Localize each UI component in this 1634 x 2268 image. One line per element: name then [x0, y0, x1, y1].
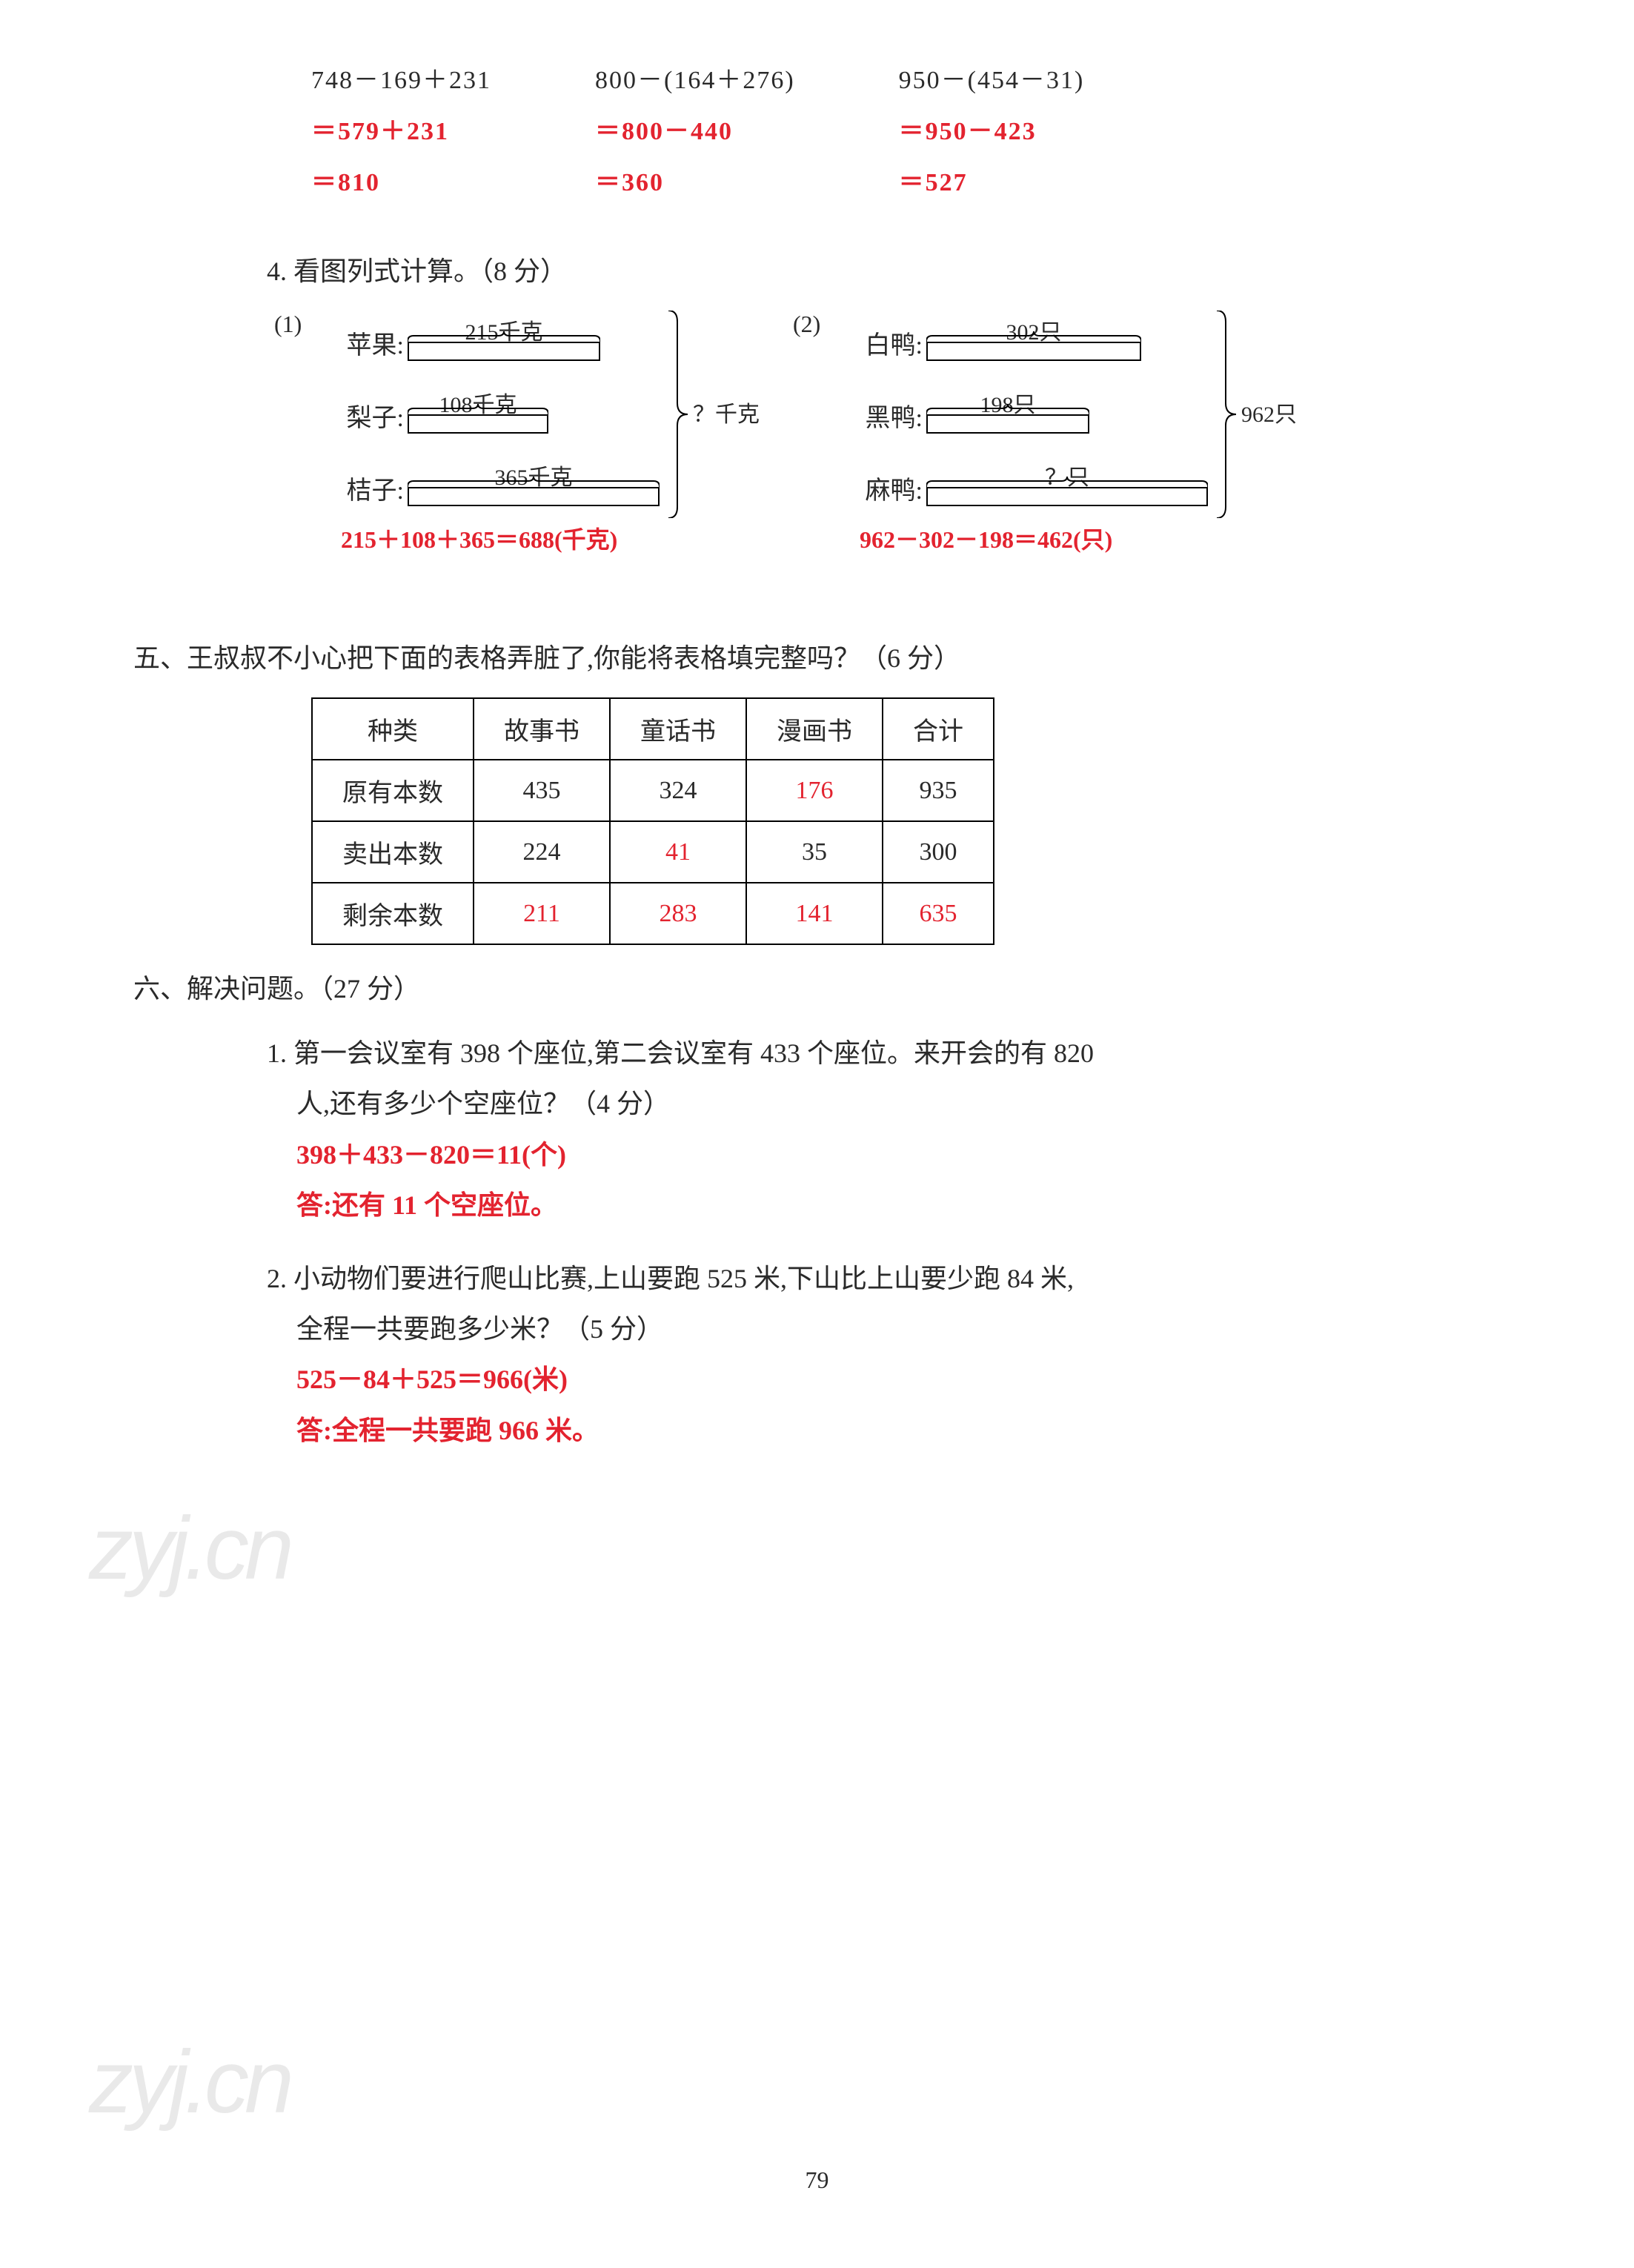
- section6-title: 六、解决问题。（27 分）: [133, 967, 1501, 1006]
- problem-answer: 答:还有 11 个空座位。: [267, 1180, 1501, 1230]
- table-cell: 141: [746, 883, 883, 944]
- tape-bar: [926, 342, 1141, 361]
- q4-title: 4. 看图列式计算。（8 分）: [267, 250, 1501, 288]
- tape-bar: [408, 414, 548, 434]
- table-row-label: 卖出本数: [312, 821, 474, 883]
- problem-calc: 525－84＋525＝966(米): [267, 1354, 1501, 1405]
- problem-number: 1.: [267, 1038, 287, 1068]
- calc-step: ＝800－440: [595, 110, 795, 147]
- bracket-label: 962只: [1241, 396, 1297, 428]
- table-row: 原有本数 435 324 176 935: [312, 760, 994, 821]
- calc-section: 748－169＋231 ＝579＋231 ＝810 800－(164＋276) …: [133, 59, 1501, 198]
- table-header: 种类: [312, 698, 474, 760]
- diagram-2: (2) 白鸭: 302只 黑鸭: 198只 麻鸭:: [837, 303, 1326, 555]
- problem-text-b: 人,还有多少个空座位？（4 分）: [267, 1078, 1501, 1129]
- tape-wrap: 215千克: [408, 342, 600, 361]
- calc-step: ＝579＋231: [311, 110, 491, 147]
- tape-wrap: 302只: [926, 342, 1141, 361]
- table-cell: 176: [746, 760, 883, 821]
- problem-text-a: 小动物们要进行爬山比赛,上山要跑 525 米,下山比上山要少跑 84 米,: [293, 1264, 1074, 1293]
- table-cell: 283: [610, 883, 746, 944]
- tape-bar: [926, 487, 1208, 506]
- tape-bar: [408, 487, 660, 506]
- tape-wrap: 198只: [926, 414, 1089, 434]
- table-row: 剩余本数 211 283 141 635: [312, 883, 994, 944]
- tape-wrap: ？只: [926, 487, 1208, 506]
- calc-row-line1: 748－169＋231 ＝579＋231 ＝810 800－(164＋276) …: [311, 59, 1501, 198]
- calc-group-1: 748－169＋231 ＝579＋231 ＝810: [311, 59, 491, 198]
- table-row-label: 原有本数: [312, 760, 474, 821]
- calc-expr: 800－(164＋276): [595, 59, 795, 96]
- tape-label: 梨子:: [319, 397, 408, 434]
- table-header-row: 种类 故事书 童话书 漫画书 合计: [312, 698, 994, 760]
- calc-expr: 950－(454－31): [899, 59, 1085, 96]
- table-header: 故事书: [474, 698, 610, 760]
- diagram-number: (1): [274, 311, 302, 338]
- table-cell: 300: [883, 821, 994, 883]
- calc-result: ＝527: [899, 162, 1085, 198]
- book-table: 种类 故事书 童话书 漫画书 合计 原有本数 435 324 176 935 卖…: [311, 697, 994, 945]
- calc-group-2: 800－(164＋276) ＝800－440 ＝360: [595, 59, 795, 198]
- calc-group-3: 950－(454－31) ＝950－423 ＝527: [899, 59, 1085, 198]
- calc-step: ＝950－423: [899, 110, 1085, 147]
- problem-answer: 答:全程一共要跑 966 米。: [267, 1405, 1501, 1456]
- tape-row: 桔子: 365千克: [319, 448, 778, 506]
- diagram-answer: 215＋108＋365＝688(千克): [341, 521, 778, 555]
- table-cell: 211: [474, 883, 610, 944]
- diagram-answer: 962－302－198＝462(只): [860, 521, 1326, 555]
- table-cell: 35: [746, 821, 883, 883]
- problem-text-b: 全程一共要跑多少米？（5 分）: [267, 1304, 1501, 1354]
- problem-line: 1. 第一会议室有 398 个座位,第二会议室有 433 个座位。来开会的有 8…: [267, 1028, 1501, 1078]
- table-header: 童话书: [610, 698, 746, 760]
- tape-row: 麻鸭: ？只: [837, 448, 1326, 506]
- table-row: 卖出本数 224 41 35 300: [312, 821, 994, 883]
- calc-result: ＝810: [311, 162, 491, 198]
- tape-bar: [408, 342, 600, 361]
- problem-text-a: 第一会议室有 398 个座位,第二会议室有 433 个座位。来开会的有 820: [293, 1038, 1094, 1068]
- tape-wrap: 365千克: [408, 487, 660, 506]
- table-cell: 324: [610, 760, 746, 821]
- tape-wrap: 108千克: [408, 414, 548, 434]
- diagram-1: (1) 苹果: 215千克 梨子: 108千克 桔子:: [319, 303, 778, 555]
- table-row-label: 剩余本数: [312, 883, 474, 944]
- tape-label: 桔子:: [319, 470, 408, 506]
- problem-2: 2. 小动物们要进行爬山比赛,上山要跑 525 米,下山比上山要少跑 84 米,…: [267, 1253, 1501, 1456]
- tape-row: 苹果: 215千克: [319, 303, 778, 361]
- watermark: zyj.cn: [89, 1497, 290, 1599]
- tape-label: 麻鸭:: [837, 470, 926, 506]
- tape-label: 苹果:: [319, 325, 408, 361]
- tape-label: 白鸭:: [837, 325, 926, 361]
- right-brace-icon: [667, 311, 689, 518]
- problem-number: 2.: [267, 1264, 287, 1293]
- tape-row: 白鸭: 302只: [837, 303, 1326, 361]
- section5-title: 五、王叔叔不小心把下面的表格弄脏了,你能将表格填完整吗？（6 分）: [133, 637, 1501, 675]
- table-header: 漫画书: [746, 698, 883, 760]
- problem-1: 1. 第一会议室有 398 个座位,第二会议室有 433 个座位。来开会的有 8…: [267, 1028, 1501, 1231]
- problem-line: 2. 小动物们要进行爬山比赛,上山要跑 525 米,下山比上山要少跑 84 米,: [267, 1253, 1501, 1304]
- table-cell: 224: [474, 821, 610, 883]
- right-brace-icon: [1215, 311, 1238, 518]
- table-cell: 41: [610, 821, 746, 883]
- table-cell: 635: [883, 883, 994, 944]
- calc-result: ＝360: [595, 162, 795, 198]
- tape-label: 黑鸭:: [837, 397, 926, 434]
- table-cell: 935: [883, 760, 994, 821]
- diagram-number: (2): [793, 311, 820, 338]
- bracket-label: ？千克: [693, 396, 760, 428]
- problem-calc: 398＋433－820＝11(个): [267, 1130, 1501, 1180]
- watermark: zyj.cn: [89, 2031, 290, 2133]
- page-number: 79: [0, 2166, 1634, 2194]
- table-header: 合计: [883, 698, 994, 760]
- calc-expr: 748－169＋231: [311, 59, 491, 96]
- table-cell: 435: [474, 760, 610, 821]
- tape-bar: [926, 414, 1089, 434]
- diagram-container: (1) 苹果: 215千克 梨子: 108千克 桔子:: [319, 303, 1501, 555]
